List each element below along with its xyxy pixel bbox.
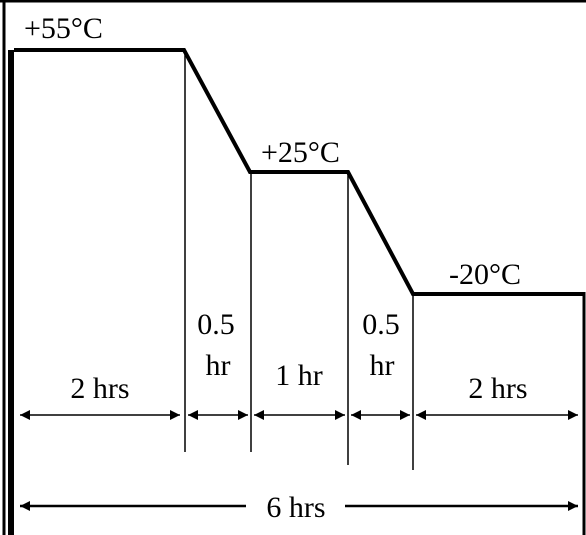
temperature-profile-line <box>14 48 584 296</box>
duration-label-ramp1-bottom: hr <box>206 349 231 382</box>
temp-label-mid: +25°C <box>261 136 340 169</box>
temp-label-low: -20°C <box>449 258 521 291</box>
duration-label-ramp2-top: 0.5 <box>362 308 400 341</box>
duration-label-hold-low: 2 hrs <box>468 372 527 405</box>
duration-label-ramp1-top: 0.5 <box>197 308 235 341</box>
duration-label-hold-high: 2 hrs <box>70 372 129 405</box>
duration-label-ramp2-bottom: hr <box>370 349 395 382</box>
duration-label-hold-mid: 1 hr <box>275 359 323 392</box>
temp-label-high: +55°C <box>24 12 103 45</box>
duration-label-total: 6 hrs <box>266 491 325 524</box>
